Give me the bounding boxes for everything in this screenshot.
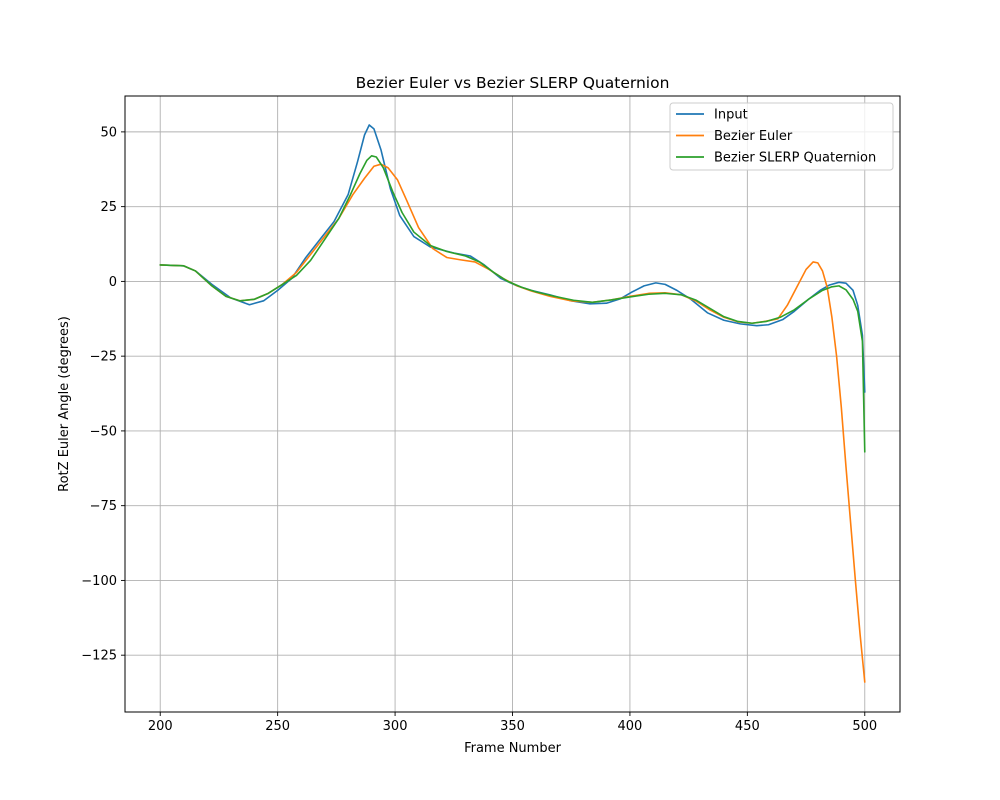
legend-box — [669, 102, 894, 171]
legend-label-input: Input — [714, 108, 748, 123]
chart-title: Bezier Euler vs Bezier SLERP Quaternion — [356, 74, 670, 92]
legend-label-bezier-euler: Bezier Euler — [714, 129, 793, 144]
legend: Input Bezier Euler Bezier SLERP Quaternion — [669, 102, 894, 171]
y-tick-label: −25 — [90, 350, 117, 365]
x-tick-label: 250 — [265, 719, 290, 734]
x-tick-label: 300 — [383, 719, 408, 734]
series-lines — [159, 124, 866, 683]
x-tick-label: 400 — [618, 719, 643, 734]
axis-ticks: 200 250 300 350 400 450 50050250−25−50−75−100−… — [81, 125, 877, 734]
y-tick-label: −50 — [90, 424, 117, 439]
y-axis-label: RotZ Euler Angle (degrees) — [57, 316, 72, 492]
legend-label-bezier-slerp-quaternion: Bezier SLERP Quaternion — [714, 151, 876, 166]
y-tick-label: 25 — [100, 200, 117, 215]
x-tick-label: 450 — [735, 719, 760, 734]
y-tick-label: −100 — [81, 574, 117, 589]
x-tick-label: 350 — [500, 719, 525, 734]
y-tick-label: 50 — [100, 125, 117, 140]
series-line-bezier-slerp-quaternion — [159, 155, 866, 453]
x-tick-label: 200 — [148, 719, 173, 734]
series-line-bezier-euler — [159, 163, 866, 683]
x-axis-label: Frame Number — [464, 741, 562, 756]
y-tick-label: 0 — [109, 275, 117, 290]
y-tick-label: −75 — [90, 499, 117, 514]
x-tick-label: 500 — [852, 719, 877, 734]
y-tick-label: −125 — [81, 649, 117, 664]
